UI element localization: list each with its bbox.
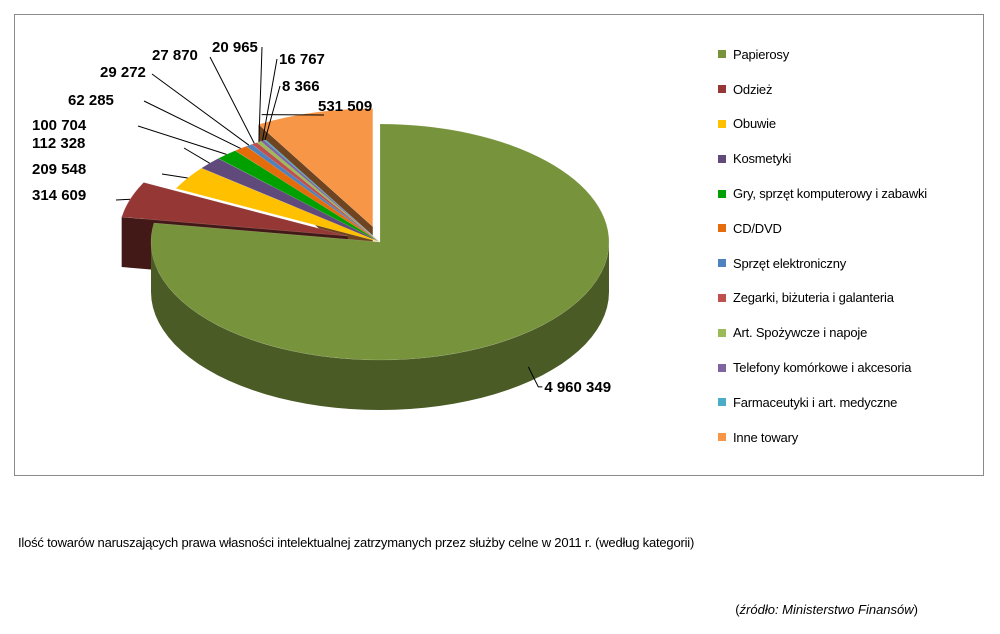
legend-swatch [718, 85, 726, 94]
data-label-obuwie: 209 548 [32, 161, 86, 178]
leader-line [115, 198, 131, 201]
legend-item-gry-sprzet-komputerowy-i-zabawki: Gry, sprzęt komputerowy i zabawki [718, 176, 980, 211]
legend-label: CD/DVD [733, 220, 782, 236]
legend-swatch [718, 189, 726, 198]
leader-line [161, 173, 188, 179]
legend-swatch [718, 224, 726, 233]
legend-swatch [718, 259, 726, 268]
data-label-odziez: 314 609 [32, 187, 86, 204]
legend-item-obuwie: Obuwie [718, 107, 980, 142]
source-text: źródło: Ministerstwo Finansów [739, 602, 914, 617]
legend-label: Telefony komórkowe i akcesoria [733, 360, 912, 376]
leader-line [143, 100, 241, 149]
legend-label: Gry, sprzęt komputerowy i zabawki [733, 186, 927, 202]
leader-line [264, 85, 281, 141]
pie-slice-top-sprzet-elektroniczny [245, 143, 381, 243]
pie-slice-top-odziez [121, 182, 348, 237]
legend-label: Obuwie [733, 116, 776, 132]
pie-slice-top-gry-sprzet-komputerowy-i-zabawki [217, 150, 381, 243]
legend-item-inne-towary: Inne towary [718, 420, 980, 455]
chart-caption: Ilość towarów naruszających prawa własno… [18, 535, 695, 550]
source-close: ) [913, 602, 918, 617]
legend-swatch [718, 433, 726, 442]
legend-item-art-spozywcze-i-napoje: Art. Spożywcze i napoje [718, 315, 980, 350]
legend-swatch [718, 119, 726, 128]
data-label-gry-sprzet-komputerowy-i-zabawki: 100 704 [32, 117, 87, 134]
data-label-inne-towary: 531 509 [318, 98, 372, 115]
legend-item-papierosy: Papierosy [718, 37, 980, 72]
leader-line [137, 125, 227, 155]
source-open: ( [735, 602, 740, 617]
pie-slice-side [151, 242, 609, 410]
legend-item-kosmetyki: Kosmetyki [718, 141, 980, 176]
pie-slice-top-cd-dvd [234, 145, 381, 243]
data-label-farmaceutyki-i-art-medyczne: 8 366 [282, 78, 320, 95]
legend-label: Sprzęt elektroniczny [733, 255, 847, 271]
leader-line [151, 73, 250, 146]
legend-swatch [718, 293, 726, 302]
legend-item-zegarki-bizuteria-i-galanteria: Zegarki, biżuteria i galanteria [718, 281, 980, 316]
pie-slice-top-papierosy [150, 123, 610, 361]
data-label-sprzet-elektroniczny: 29 272 [100, 64, 146, 81]
data-label-cd-dvd: 62 285 [68, 92, 114, 109]
pie-slice-papierosy [151, 242, 609, 410]
data-label-kosmetyki: 112 328 [32, 135, 85, 152]
legend-label: Kosmetyki [733, 151, 792, 167]
legend: Papierosy Odzież Obuwie Kosmetyki Gry, sprzę… [718, 37, 980, 455]
leader-line [209, 56, 255, 144]
legend-label: Zegarki, biżuteria i galanteria [733, 290, 894, 306]
data-label-papierosy: 4 960 349 [544, 379, 611, 396]
legend-item-farmaceutyki-i-art-medyczne: Farmaceutyki i art. medyczne [718, 385, 980, 420]
legend-label: Farmaceutyki i art. medyczne [733, 394, 898, 410]
data-label-telefony-komorkowe-i-akcesoria: 16 767 [279, 51, 325, 68]
legend-item-odziez: Odzież [718, 72, 980, 107]
leader-line [527, 366, 543, 388]
leader-line [258, 46, 263, 142]
legend-label: Art. Spożywcze i napoje [733, 325, 868, 341]
data-label-art-spozywcze-i-napoje: 20 965 [212, 39, 258, 56]
leader-line [262, 58, 278, 141]
legend-swatch [718, 363, 726, 372]
legend-swatch [718, 328, 726, 337]
source-note: (źródło: Ministerstwo Finansów) [735, 602, 918, 617]
data-label-zegarki-bizuteria-i-galanteria: 27 870 [152, 47, 198, 64]
leader-line [183, 147, 210, 164]
legend-label: Inne towary [733, 429, 799, 445]
legend-label: Odzież [733, 81, 773, 97]
pie-slice-top-inne-towary [258, 108, 374, 228]
legend-label: Papierosy [733, 46, 790, 62]
legend-swatch [718, 50, 726, 59]
legend-swatch [718, 398, 726, 407]
legend-item-cd-dvd: CD/DVD [718, 211, 980, 246]
legend-swatch [718, 154, 726, 163]
pie-slice-top-telefony-komorkowe-i-akcesoria [260, 139, 381, 243]
legend-item-sprzet-elektroniczny: Sprzęt elektroniczny [718, 246, 980, 281]
legend-item-telefony-komorkowe-i-akcesoria: Telefony komórkowe i akcesoria [718, 350, 980, 385]
